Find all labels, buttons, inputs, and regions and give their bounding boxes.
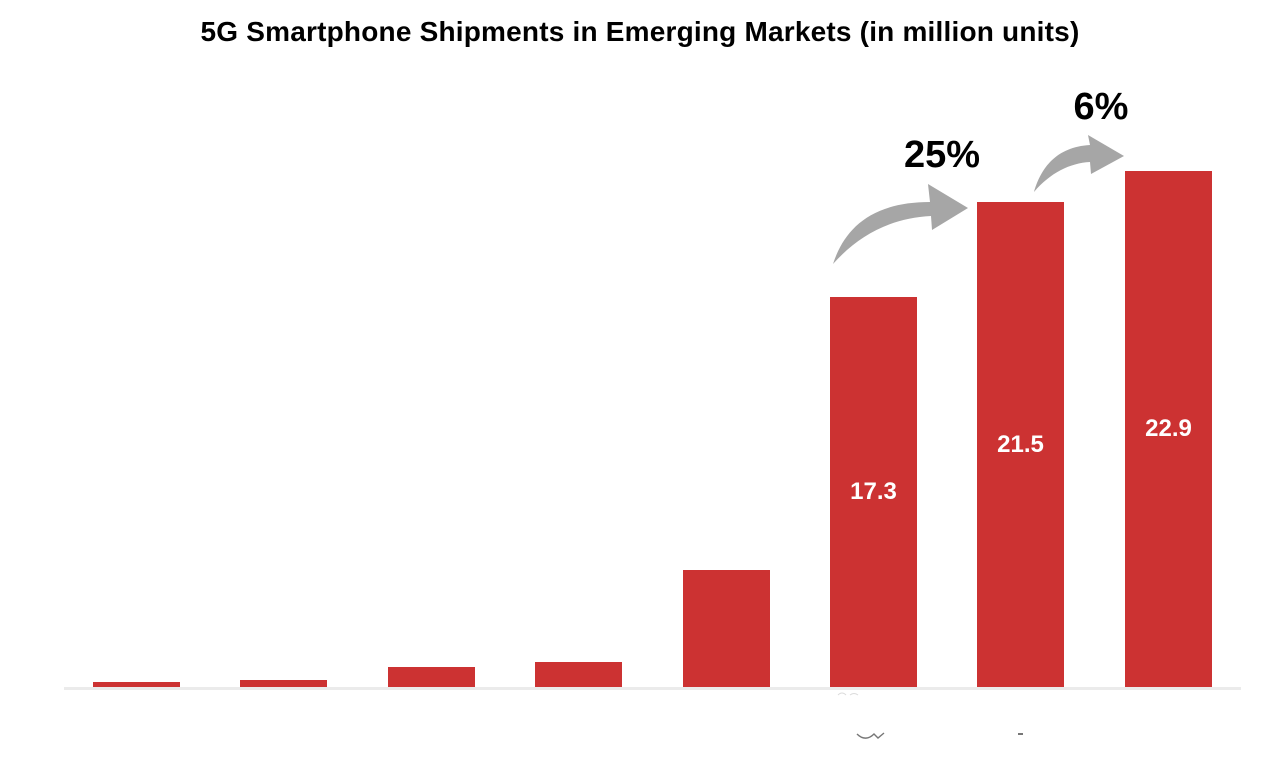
cropped-text-remnant	[837, 692, 859, 696]
growth-percent-label: 6%	[1073, 86, 1129, 128]
bar: 17.3	[830, 297, 917, 687]
dash-mark	[1018, 733, 1023, 735]
growth-percent-label: 25%	[903, 134, 981, 176]
growth-arrow-icon	[1034, 135, 1124, 192]
growth-arrow-icon	[833, 184, 968, 264]
bar: 21.5	[977, 202, 1064, 687]
bar: 22.9	[1125, 171, 1212, 687]
bar	[240, 680, 327, 687]
chart-title: 5G Smartphone Shipments in Emerging Mark…	[200, 16, 1080, 47]
bar-value-label: 17.3	[850, 478, 897, 505]
x-axis-baseline	[64, 687, 1241, 690]
squiggle-mark	[856, 732, 885, 739]
bar	[683, 570, 770, 687]
bar	[93, 682, 180, 687]
bar	[388, 667, 475, 687]
bar	[535, 662, 622, 687]
bar-value-label: 21.5	[997, 430, 1044, 458]
bar-value-label: 22.9	[1145, 415, 1192, 442]
